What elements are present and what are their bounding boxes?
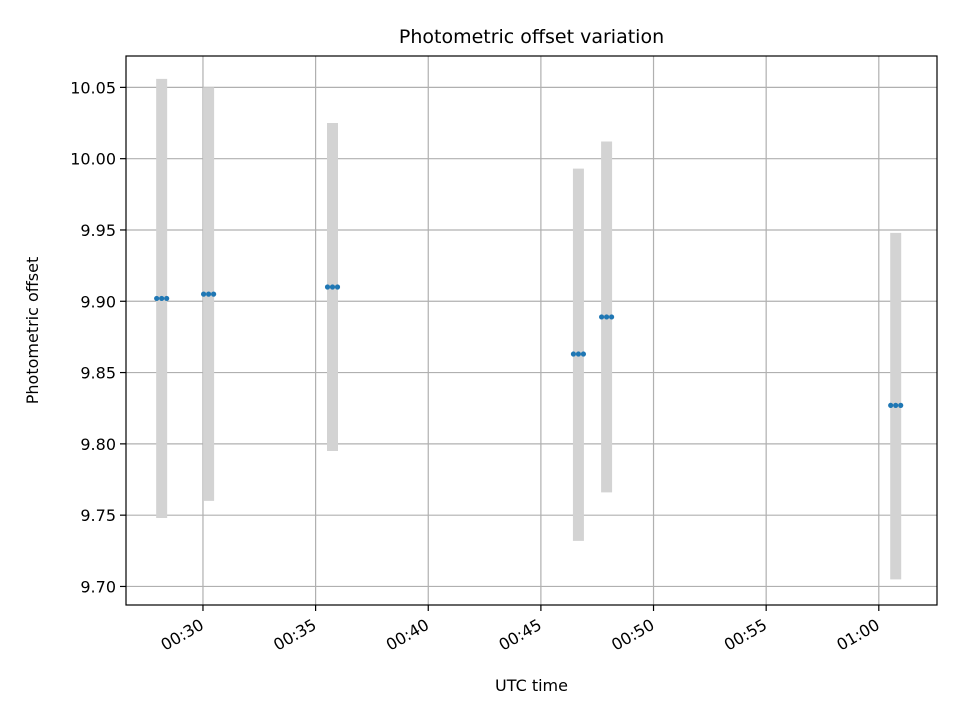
y-tick-label: 9.95 — [80, 221, 116, 240]
data-point-marker — [893, 402, 899, 408]
data-point-marker — [324, 284, 331, 290]
data-point-marker — [608, 314, 615, 320]
grid — [126, 56, 937, 605]
data-point-marker — [580, 351, 587, 357]
data-point-marker — [211, 291, 217, 297]
data-point-marker — [201, 291, 207, 297]
data-point-marker — [164, 295, 170, 302]
data-point-marker — [329, 284, 336, 290]
y-tick-label: 9.70 — [80, 577, 116, 596]
data-point-marker — [888, 402, 894, 408]
x-axis-title: UTC time — [495, 676, 568, 695]
data-point-marker — [159, 295, 165, 302]
y-tick-label: 10.05 — [70, 78, 116, 97]
plot-frame — [125, 55, 938, 606]
data-point — [154, 295, 170, 302]
data-point-marker — [898, 402, 904, 408]
data-point — [598, 314, 615, 320]
data-point-marker — [575, 351, 582, 357]
y-tick-label: 9.90 — [80, 292, 116, 311]
chart-title: Photometric offset variation — [399, 26, 664, 48]
y-tick-label: 9.80 — [80, 435, 116, 454]
y-tick-label: 9.75 — [80, 506, 116, 525]
data-point-marker — [154, 295, 160, 302]
data-point — [570, 351, 587, 357]
data-point-marker — [603, 314, 610, 320]
data-point — [324, 284, 341, 290]
y-tick-label: 9.85 — [80, 364, 116, 383]
data-point — [201, 291, 217, 297]
data-point-marker — [570, 351, 577, 357]
y-tick-label: 10.00 — [70, 150, 116, 169]
data-point — [888, 402, 904, 408]
y-axis-ticks: 9.70 9.75 9.80 9.85 9.90 9.95 10.00 10.05 — [70, 78, 126, 596]
data-point-marker — [206, 291, 212, 297]
data-point-marker — [334, 284, 341, 290]
data-points — [154, 284, 904, 408]
data-point-marker — [598, 314, 605, 320]
y-axis-title: Photometric offset — [23, 257, 42, 405]
